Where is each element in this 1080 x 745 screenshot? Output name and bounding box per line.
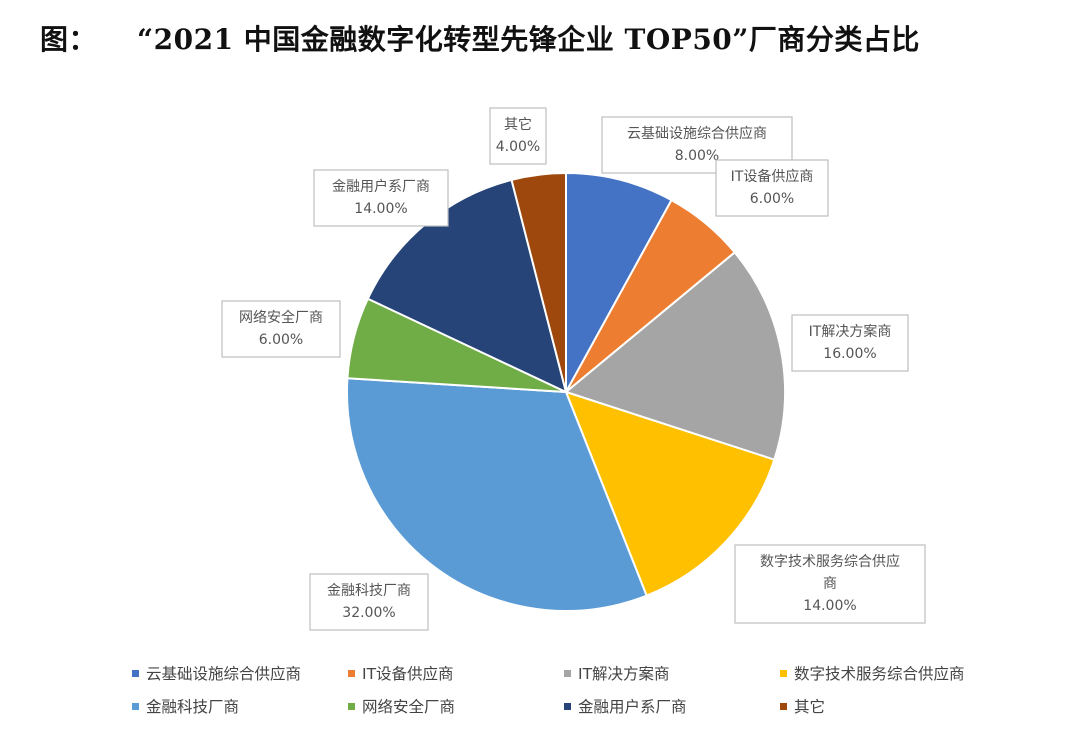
title-text: “2021 中国金融数字化转型先锋企业 TOP50”厂商分类占比 [137,23,920,56]
legend-item-2: IT设备供应商 [348,662,564,684]
legend-item-5: 金融科技厂商 [132,695,348,717]
data-label-box [309,573,429,631]
data-label-category: 数字技术服务综合供应 [760,553,900,570]
legend-item-1: 云基础设施综合供应商 [132,662,348,684]
data-label-box [489,107,547,165]
pie-slice-4 [564,390,776,597]
legend-label: 数字技术服务综合供应商 [794,665,965,683]
data-label-value: 16.00% [823,346,876,362]
pie-slice-3 [563,250,786,461]
data-label-category: IT解决方案商 [809,323,892,340]
legend-label: IT解决方案商 [578,665,670,683]
data-label-value: 8.00% [675,148,719,164]
legend-label: 网络安全厂商 [362,698,456,716]
legend-swatch [564,702,571,710]
legend-swatch [132,702,139,710]
legend-swatch [780,702,787,710]
data-label-value: 6.00% [259,332,303,348]
data-label-value: 32.00% [342,605,395,621]
data-label-category: 其它 [504,116,532,133]
pie-slices [346,171,786,612]
data-label-box [313,169,449,227]
legend-swatch [132,669,139,677]
legend-swatch [564,669,571,677]
data-labels: 云基础设施综合供应商 8.00% IT设备供应商 6.00% IT解决方案商 16.00%… [221,107,926,631]
pie-slice-1 [565,171,673,393]
pie-slice-8 [510,171,567,393]
data-label-2: IT设备供应商 6.00% [715,159,829,217]
data-label-box [791,314,909,372]
legend-swatch [348,669,355,677]
data-label-4: 数字技术服务综合供应商 14.00% [734,544,926,624]
data-label-category: 云基础设施综合供应商 [627,125,767,142]
data-label-category: 金融科技厂商 [327,583,411,599]
legend-item-7: 金融用户系厂商 [564,695,780,717]
data-label-box [734,544,926,624]
data-label-value: 6.00% [750,191,794,207]
legend-label: 其它 [794,698,826,716]
data-label-value: 14.00% [354,201,407,217]
legend-swatch [348,702,355,710]
data-label-category: IT设备供应商 [731,168,814,185]
legend-label: 金融用户系厂商 [578,698,687,716]
data-label-7: 金融用户系厂商 14.00% [313,169,449,227]
data-label-5: 金融科技厂商 32.00% [309,573,429,631]
data-label-category: 商 [823,576,837,592]
legend-item-8: 其它 [780,695,1032,717]
title-prefix: 图： [40,23,98,56]
pie-slice-5 [346,377,648,612]
pie-chart: 云基础设施综合供应商 8.00% IT设备供应商 6.00% IT解决方案商 16.00%… [221,107,926,631]
data-label-6: 网络安全厂商 6.00% [221,300,341,358]
data-label-8: 其它 4.00% [489,107,547,165]
legend-swatch [780,669,787,677]
data-label-category: 金融用户系厂商 [332,178,430,195]
legend-item-6: 网络安全厂商 [348,695,564,717]
data-label-value: 4.00% [496,139,540,155]
chart-title: 图： “2021 中国金融数字化转型先锋企业 TOP50”厂商分类占比 [40,18,1060,58]
data-label-box [221,300,341,358]
legend-label: 金融科技厂商 [146,698,240,716]
legend-item-3: IT解决方案商 [564,662,780,684]
legend-label: 云基础设施综合供应商 [146,665,302,683]
legend: 云基础设施综合供应商 IT设备供应商 IT解决方案商 数字技术服务综合供应商金融科技厂… [132,662,1032,717]
data-label-category: 网络安全厂商 [239,309,323,326]
data-label-box [715,159,829,217]
data-label-value: 14.00% [803,598,856,614]
legend-item-4: 数字技术服务综合供应商 [780,662,1032,684]
legend-label: IT设备供应商 [362,665,454,683]
data-label-3: IT解决方案商 16.00% [791,314,909,372]
